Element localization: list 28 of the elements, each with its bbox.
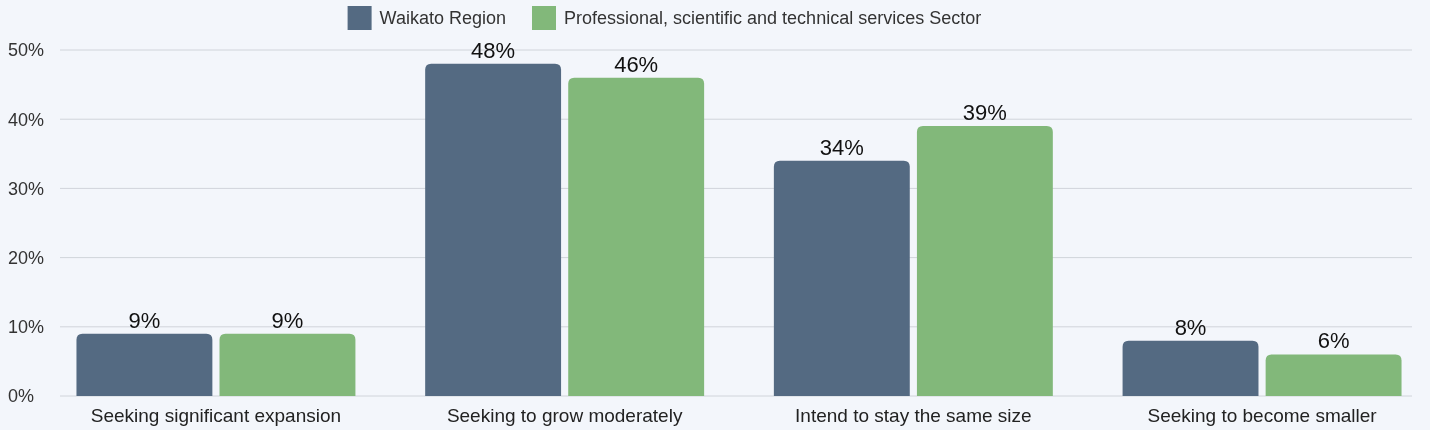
bar bbox=[1265, 354, 1402, 396]
data-label: 34% bbox=[819, 134, 864, 160]
y-tick-label: 0% bbox=[8, 386, 35, 407]
data-label: 46% bbox=[614, 51, 659, 77]
bar bbox=[219, 333, 356, 396]
data-label: 48% bbox=[471, 37, 516, 63]
x-tick-label: Seeking significant expansion bbox=[90, 405, 342, 426]
data-label: 6% bbox=[1317, 328, 1350, 354]
bar bbox=[568, 77, 705, 396]
data-label: 9% bbox=[271, 307, 304, 333]
bar bbox=[76, 333, 213, 396]
data-label: 8% bbox=[1174, 314, 1207, 340]
legend-label: Professional, scientific and technical services Sector bbox=[564, 8, 982, 28]
bar bbox=[425, 63, 562, 396]
y-tick-label: 20% bbox=[8, 247, 45, 268]
data-label: 9% bbox=[128, 307, 161, 333]
x-tick-label: Seeking to become smaller bbox=[1147, 405, 1378, 426]
data-label: 39% bbox=[962, 100, 1007, 126]
bar bbox=[916, 126, 1053, 396]
y-tick-label: 40% bbox=[8, 109, 45, 130]
bar bbox=[1122, 340, 1259, 396]
x-tick-label: Intend to stay the same size bbox=[795, 405, 1032, 426]
legend-label: Waikato Region bbox=[379, 8, 507, 28]
x-tick-label: Seeking to grow moderately bbox=[446, 405, 683, 426]
bar bbox=[773, 160, 910, 396]
y-tick-label: 10% bbox=[8, 317, 45, 338]
y-tick-label: 30% bbox=[8, 178, 45, 199]
y-tick-label: 50% bbox=[8, 40, 45, 61]
